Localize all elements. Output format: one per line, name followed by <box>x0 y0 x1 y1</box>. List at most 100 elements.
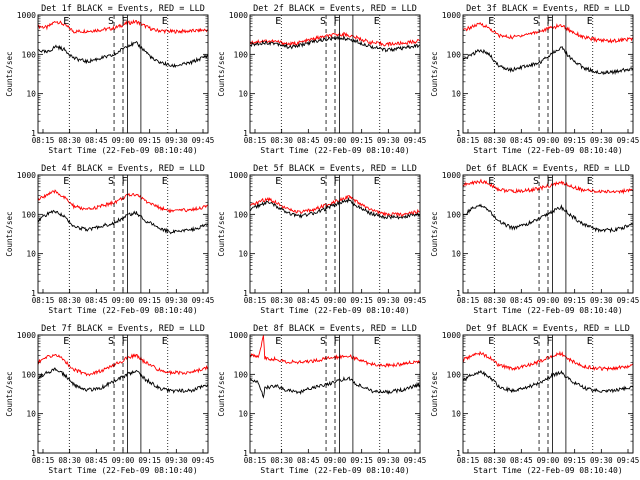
panel-title: Det 7f BLACK = Events, RED = LLD <box>41 324 205 334</box>
panel-title: Det 9f BLACK = Events, RED = LLD <box>466 324 630 334</box>
y-tick-label: 1 <box>456 449 461 458</box>
marker-label: E <box>275 16 281 27</box>
x-tick-label: 09:15 <box>563 136 586 145</box>
detector-panel-2: Det 2f BLACK = Events, RED = LLD E S F E 1 10 1… <box>217 4 426 155</box>
marker-label: S <box>533 176 539 187</box>
y-axis-label: Counts/sec <box>217 51 226 96</box>
y-tick-label: 10 <box>451 410 461 419</box>
marker-label: F <box>333 16 339 27</box>
marker-label: E <box>162 336 168 347</box>
x-tick-label: 08:15 <box>244 456 267 465</box>
y-tick-label: 1000 <box>442 11 461 20</box>
x-tick-label: 09:30 <box>165 296 188 305</box>
y-tick-label: 100 <box>447 50 462 59</box>
series-line-lld <box>250 31 420 48</box>
y-tick-label: 100 <box>234 50 249 59</box>
x-tick-label: 09:45 <box>617 296 640 305</box>
detector-panel-8: Det 8f BLACK = Events, RED = LLD E S F E 1 10 1… <box>217 324 426 475</box>
series-line-events <box>250 376 420 399</box>
x-axis-label: Start Time (22-Feb-09 08:10:40) <box>48 306 197 315</box>
y-tick-label: 1 <box>31 449 36 458</box>
x-tick-label: 09:15 <box>563 456 586 465</box>
panel-title: Det 3f BLACK = Events, RED = LLD <box>466 4 630 14</box>
x-tick-label: 09:15 <box>350 456 373 465</box>
y-tick-label: 100 <box>22 50 37 59</box>
x-tick-label: 09:15 <box>138 296 161 305</box>
x-tick-label: 09:45 <box>404 456 427 465</box>
x-tick-label: 08:45 <box>510 456 533 465</box>
y-tick-label: 1 <box>243 289 248 298</box>
detector-panel-3: Det 3f BLACK = Events, RED = LLD E S F E 1 10 1… <box>430 4 639 155</box>
marker-label: E <box>162 176 168 187</box>
y-axis-label: Counts/sec <box>217 211 226 256</box>
marker-label: F <box>546 176 552 187</box>
x-tick-label: 09:30 <box>165 456 188 465</box>
series-line-lld <box>463 350 633 372</box>
x-tick-label: 09:00 <box>537 296 560 305</box>
x-tick-label: 08:30 <box>58 296 81 305</box>
marker-label: S <box>533 16 539 27</box>
marker-label: E <box>162 16 168 27</box>
marker-label: F <box>121 336 127 347</box>
y-tick-label: 1000 <box>442 171 461 180</box>
x-tick-label: 08:30 <box>270 136 293 145</box>
panel-title: Det 2f BLACK = Events, RED = LLD <box>253 4 417 14</box>
series-line-events <box>38 40 208 69</box>
x-tick-label: 08:30 <box>270 456 293 465</box>
x-tick-label: 09:00 <box>112 136 135 145</box>
marker-label: E <box>374 176 380 187</box>
x-tick-label: 08:30 <box>58 456 81 465</box>
series-line-lld <box>38 189 208 214</box>
marker-label: F <box>333 336 339 347</box>
x-tick-label: 09:00 <box>324 136 347 145</box>
y-tick-label: 1 <box>456 129 461 138</box>
x-tick-label: 08:15 <box>244 296 267 305</box>
x-tick-label: 08:15 <box>32 296 55 305</box>
panel-title: Det 1f BLACK = Events, RED = LLD <box>41 4 205 14</box>
y-axis-label: Counts/sec <box>217 371 226 416</box>
marker-label: F <box>546 16 552 27</box>
x-tick-label: 09:45 <box>192 136 215 145</box>
marker-label: S <box>108 336 114 347</box>
marker-label: E <box>488 16 494 27</box>
y-tick-label: 1 <box>456 289 461 298</box>
y-tick-label: 10 <box>26 90 36 99</box>
marker-label: S <box>533 336 539 347</box>
x-tick-label: 08:30 <box>58 136 81 145</box>
y-tick-label: 10 <box>26 250 36 259</box>
x-tick-label: 08:15 <box>32 136 55 145</box>
y-tick-label: 100 <box>447 370 462 379</box>
x-axis-label: Start Time (22-Feb-09 08:10:40) <box>48 466 197 475</box>
panel-title: Det 6f BLACK = Events, RED = LLD <box>466 164 630 174</box>
y-tick-label: 1000 <box>17 11 36 20</box>
panel-title: Det 4f BLACK = Events, RED = LLD <box>41 164 205 174</box>
series-line-events <box>38 209 208 235</box>
x-tick-label: 09:45 <box>404 296 427 305</box>
marker-label: E <box>374 336 380 347</box>
x-tick-label: 09:15 <box>563 296 586 305</box>
x-tick-label: 08:45 <box>510 136 533 145</box>
x-tick-label: 08:45 <box>85 296 108 305</box>
marker-label: E <box>488 336 494 347</box>
y-tick-label: 1000 <box>17 331 36 340</box>
x-axis-label: Start Time (22-Feb-09 08:10:40) <box>473 306 622 315</box>
x-axis-label: Start Time (22-Feb-09 08:10:40) <box>260 146 409 155</box>
x-tick-label: 09:00 <box>112 296 135 305</box>
y-tick-label: 1 <box>31 289 36 298</box>
x-tick-label: 09:00 <box>324 296 347 305</box>
x-tick-label: 09:00 <box>537 456 560 465</box>
y-tick-label: 100 <box>234 370 249 379</box>
panel-title: Det 8f BLACK = Events, RED = LLD <box>253 324 417 334</box>
x-tick-label: 08:45 <box>85 136 108 145</box>
y-axis-label: Counts/sec <box>430 371 439 416</box>
y-axis-label: Counts/sec <box>5 51 14 96</box>
marker-label: E <box>275 336 281 347</box>
x-tick-label: 09:15 <box>350 136 373 145</box>
detector-panel-6: Det 6f BLACK = Events, RED = LLD E S F E 1 10 1… <box>430 164 639 315</box>
x-axis-label: Start Time (22-Feb-09 08:10:40) <box>473 146 622 155</box>
x-tick-label: 09:30 <box>377 296 400 305</box>
x-tick-label: 08:30 <box>483 456 506 465</box>
y-tick-label: 1000 <box>17 171 36 180</box>
x-tick-label: 08:45 <box>297 456 320 465</box>
